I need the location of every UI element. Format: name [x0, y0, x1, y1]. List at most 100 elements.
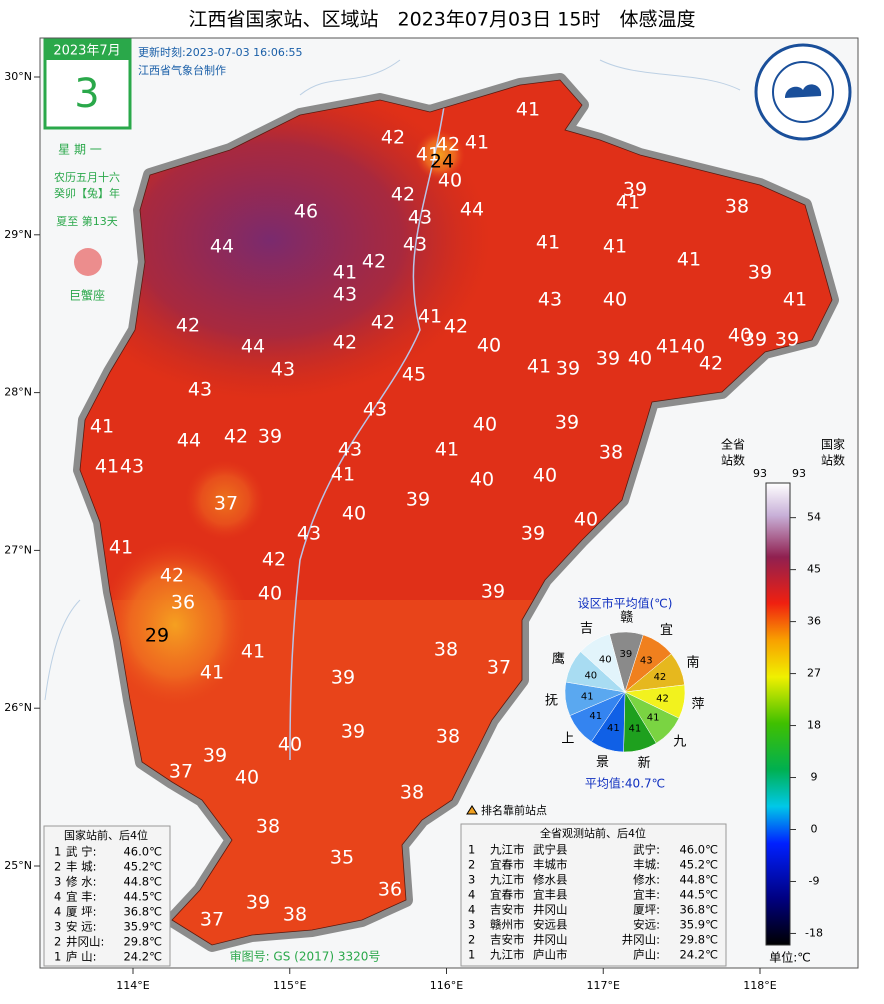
station-value: 37: [214, 493, 238, 515]
station-value: 42: [699, 353, 723, 375]
table-cell: 46.0℃: [679, 843, 718, 857]
station-value: 39: [341, 721, 365, 743]
table-cell: 45.2℃: [123, 860, 162, 874]
table-cell: 宜 丰:: [66, 890, 97, 904]
province-count-header: 站数: [721, 453, 745, 468]
station-value: 43: [408, 207, 432, 229]
pie-title: 设区市平均值(℃): [578, 596, 673, 611]
station-value: 37: [200, 909, 224, 931]
station-value: 39: [775, 329, 799, 351]
colorbar-tick-label: -9: [809, 874, 820, 887]
province-table: [460, 823, 727, 967]
lat-tick-label: 29°N: [4, 228, 32, 241]
station-value: 42: [444, 316, 468, 338]
station-value: 24: [430, 151, 454, 173]
station-value: 40: [533, 465, 557, 487]
station-value: 44: [210, 236, 234, 258]
table-cell: 2: [54, 860, 61, 874]
lat-tick-label: 25°N: [4, 859, 32, 872]
station-value: 41: [333, 262, 357, 284]
approval-number: 审图号: GS (2017) 3320号: [230, 949, 381, 964]
lon-tick-label: 118°E: [743, 979, 776, 992]
station-value: 46: [294, 201, 318, 223]
station-value: 40: [681, 336, 705, 358]
station-value: 40: [438, 170, 462, 192]
province-count-header: 全省: [721, 437, 745, 452]
table-cell: 九江市: [490, 843, 525, 857]
lunar-date: 农历五月十六: [54, 170, 120, 184]
pie-value: 41: [581, 692, 594, 703]
station-value: 41: [95, 456, 119, 478]
station-value: 43: [188, 379, 212, 401]
colorbar: [765, 482, 791, 946]
national-count-header: 站数: [821, 453, 845, 468]
table-cell: 丰城市: [533, 858, 568, 872]
table-cell: 修 水:: [66, 875, 97, 889]
table-cell: 庐 山:: [66, 950, 97, 964]
table-cell: 庐山:: [633, 948, 660, 962]
table-cell: 44.5℃: [123, 890, 162, 904]
table-cell: 24.2℃: [679, 948, 718, 962]
table-cell: 庐山市: [533, 948, 568, 962]
province-count: 93: [753, 467, 767, 480]
table-cell: 44.5℃: [679, 888, 718, 902]
table-cell: 丰城:: [633, 858, 660, 872]
table-cell: 武宁县: [533, 843, 568, 857]
province-table-title: 全省观测站前、后4位: [540, 826, 646, 840]
table-cell: 3: [468, 918, 475, 932]
solar-term: 夏至 第13天: [56, 214, 118, 228]
station-value: 40: [470, 469, 494, 491]
calendar-month: 2023年7月: [53, 44, 120, 59]
lon-tick-label: 114°E: [116, 979, 149, 992]
colorbar-tick-label: 45: [807, 563, 821, 576]
lat-tick-label: 28°N: [4, 386, 32, 399]
station-value: 39: [556, 358, 580, 380]
table-cell: 4: [54, 890, 61, 904]
table-cell: 井冈山: [533, 933, 568, 947]
table-cell: 宜春市: [490, 858, 525, 872]
station-value: 38: [434, 639, 458, 661]
station-value: 43: [403, 234, 427, 256]
table-cell: 1: [468, 843, 475, 857]
legend-marker-label: 排名靠前站点: [481, 803, 547, 817]
table-cell: 29.8℃: [123, 935, 162, 949]
station-value: 41: [677, 249, 701, 271]
station-value: 40: [728, 325, 752, 347]
table-cell: 修水县: [533, 873, 568, 887]
pie-value: 41: [628, 724, 641, 735]
update-time: 更新时刻:2023-07-03 16:06:55: [138, 45, 303, 59]
table-cell: 45.2℃: [679, 858, 718, 872]
table-cell: 宜丰:: [633, 888, 660, 902]
pie-value: 43: [640, 656, 653, 667]
pie-value: 42: [654, 672, 667, 683]
table-cell: 九江市: [490, 873, 525, 887]
table-cell: 吉安市: [490, 933, 525, 947]
station-value: 41: [435, 439, 459, 461]
weekday: 星 期 一: [58, 143, 102, 157]
table-cell: 46.0℃: [123, 845, 162, 859]
pie-value: 40: [599, 655, 612, 666]
river: [44, 59, 741, 701]
pie-value: 41: [607, 723, 620, 734]
station-value: 39: [555, 412, 579, 434]
station-value: 43: [338, 439, 362, 461]
station-value: 41: [527, 356, 551, 378]
table-cell: 安远县: [533, 918, 568, 932]
station-value: 40: [278, 734, 302, 756]
station-value: 41: [465, 132, 489, 154]
station-value: 41: [241, 641, 265, 663]
station-value: 38: [725, 196, 749, 218]
unit: 单位:℃: [769, 950, 811, 965]
table-cell: 44.8℃: [123, 875, 162, 889]
lat-tick-label: 30°N: [4, 70, 32, 83]
station-value: 40: [342, 503, 366, 525]
station-value: 41: [516, 99, 540, 121]
lat-tick-label: 27°N: [4, 543, 32, 556]
station-value: 42: [224, 426, 248, 448]
station-value: 41: [536, 232, 560, 254]
table-cell: 3: [54, 920, 61, 934]
station-value: 40: [235, 767, 259, 789]
colorbar-tick-label: 9: [811, 771, 818, 784]
table-cell: 井冈山: [533, 903, 568, 917]
pie-chart: 39 赣 43 宜 42 南 42 萍 41 九 41 新 41 景 41 上 41 抚 40 鹰 40 吉: [545, 611, 704, 771]
